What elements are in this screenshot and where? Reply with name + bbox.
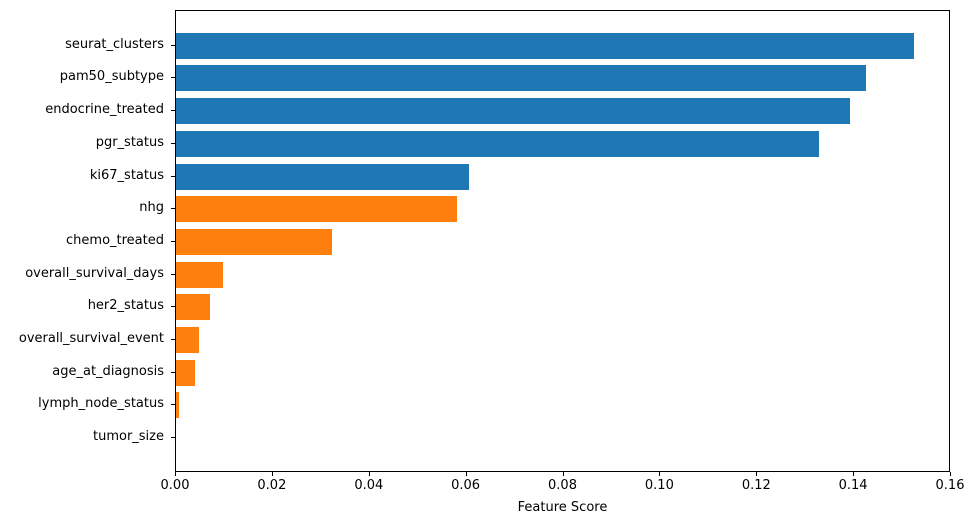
y-tick-label-pam50_subtype: pam50_subtype [59,69,164,85]
y-tick-mark [171,142,175,144]
x-tick-label-0.08: 0.08 [548,478,577,493]
bar-age_at_diagnosis [176,359,195,386]
bar-pgr_status [176,130,819,157]
x-tick-mark [368,472,370,476]
y-tick-label-age_at_diagnosis: age_at_diagnosis [52,363,164,379]
y-tick-label-her2_status: her2_status [87,298,164,314]
x-tick-label-0.16: 0.16 [935,478,965,493]
y-tick-label-nhg: nhg [139,200,164,216]
y-tick-mark [171,44,175,46]
x-tick-label-0.10: 0.10 [644,478,674,493]
x-tick-label-0.06: 0.06 [451,478,481,493]
plot-area [175,10,950,472]
y-tick-mark [171,110,175,112]
y-tick-mark [171,208,175,210]
x-tick-label-0.14: 0.14 [838,478,868,493]
y-tick-mark [171,175,175,177]
y-tick-label-endocrine_treated: endocrine_treated [45,102,164,118]
bar-overall_survival_event [176,327,199,353]
x-tick-label-0.04: 0.04 [354,478,384,493]
bar-lymph_node_status [176,392,179,419]
y-tick-mark [171,404,175,406]
x-tick-mark [659,472,661,476]
y-tick-label-ki67_status: ki67_status [89,167,164,183]
x-tick-label-0.00: 0.00 [160,478,190,493]
x-tick-mark [950,472,951,476]
y-tick-mark [171,240,175,242]
y-tick-mark [171,437,175,439]
bar-endocrine_treated [176,98,850,125]
bar-ki67_status [176,163,469,190]
y-tick-mark [171,77,175,79]
x-tick-mark [175,472,176,476]
bar-overall_survival_days [176,261,223,288]
x-tick-mark [465,472,467,476]
y-tick-label-overall_survival_days: overall_survival_days [25,265,164,281]
x-tick-mark [853,472,855,476]
y-tick-mark [171,306,175,308]
y-tick-label-overall_survival_event: overall_survival_event [18,331,164,346]
y-tick-mark [171,273,175,275]
bar-chemo_treated [176,228,332,255]
x-tick-mark [271,472,273,476]
y-tick-label-chemo_treated: chemo_treated [66,232,164,248]
y-tick-mark [171,339,175,340]
y-tick-label-tumor_size: tumor_size [92,429,164,445]
x-tick-mark [562,472,564,476]
bar-her2_status [176,294,210,321]
x-tick-label-0.12: 0.12 [741,478,771,493]
y-tick-label-lymph_node_status: lymph_node_status [38,396,164,412]
y-tick-label-pgr_status: pgr_status [95,134,164,150]
x-tick-label-0.02: 0.02 [257,478,287,493]
y-tick-mark [171,371,175,373]
x-tick-mark [756,472,758,476]
x-axis-label: Feature Score [517,500,608,515]
bar-seurat_clusters [176,32,915,59]
bar-pam50_subtype [176,65,866,92]
y-tick-label-seurat_clusters: seurat_clusters [65,36,164,52]
bar-nhg [176,196,458,223]
